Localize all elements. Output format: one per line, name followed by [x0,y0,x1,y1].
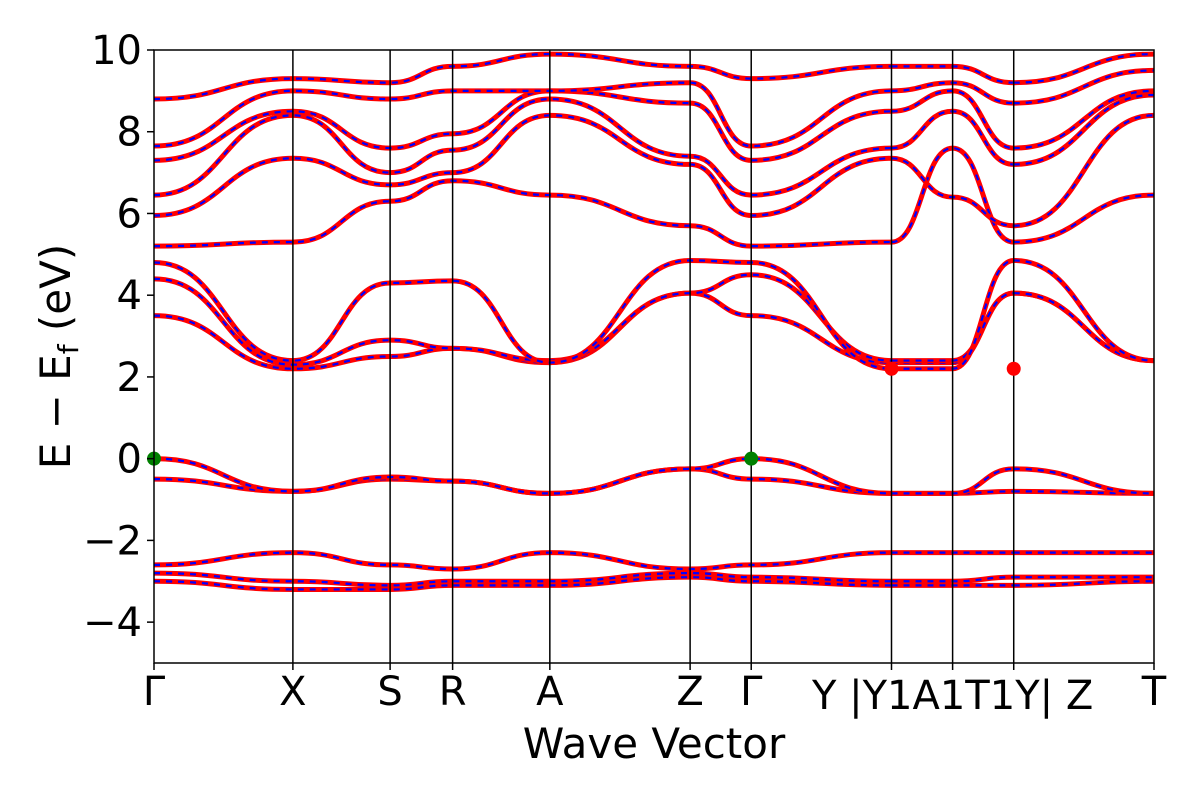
y-axis-label-unit: (eV) [31,244,80,345]
band-7-seg-2-red [1013,257,1154,364]
band-0-seg-2-red [1013,578,1154,588]
y-tick-label-5: 6 [117,191,142,237]
band-6-seg-1-blue [891,292,1014,362]
y-ticks: −4 −2 0 2 4 6 8 10 [83,28,154,646]
x-tick-label-1: X [279,669,306,715]
band-7-seg-2-blue [1013,259,1154,362]
x-tick-label-2: S [377,669,402,715]
y-axis-label-sub: f [52,343,85,354]
marker-2 [884,361,899,376]
band-9-seg-2-red [1013,112,1154,229]
y-tick-label-1: −2 [83,518,142,564]
marker-1 [744,451,759,466]
band-11-seg-2-blue [1013,89,1154,150]
band-11-seg-0-blue [154,89,892,162]
x-tick-label-4: A [536,669,564,715]
band-9-seg-0-blue [154,114,892,217]
x-tick-label-3: R [439,669,467,715]
band-9-seg-0-red [154,112,892,219]
band-8-seg-2-blue [1013,193,1154,244]
x-tick-label-10: T [1141,669,1167,715]
y-tick-label-2: 0 [117,437,142,483]
y-axis-label: E − Ef (eV) [31,244,85,470]
y-tick-label-4: 4 [117,273,142,319]
x-tick-label-0: Γ [143,669,166,715]
x-tick-label-6: Γ [740,669,763,715]
marker-3 [1006,361,1021,376]
y-tick-label-3: 2 [117,355,142,401]
band-10-seg-2-red [1013,92,1154,167]
x-tick-label-overlap: Y |Y1A1T1Y| Z [811,673,1093,719]
x-tick-label-5: Z [676,669,703,715]
y-axis-label-main: E − E [31,354,80,469]
y-tick-label-6: 8 [117,110,142,156]
plot-frame [153,49,1155,664]
band-13-seg-2-blue [1013,52,1154,84]
x-axis-label: Wave Vector [523,719,786,768]
band-4-seg-0-red [154,456,892,496]
band-7-seg-1-blue [891,259,1014,370]
bands-layer [154,51,1154,592]
y-tick-label-0: −4 [83,600,142,646]
band-12-seg-2-blue [1013,69,1154,105]
markers-layer [147,361,1021,466]
kpoint-lines [292,50,1015,663]
x-ticks: Γ X S R A Z Γ TY |Y1A1T1Y| Z [143,663,1167,719]
band-10-seg-0-blue [154,97,892,197]
band-4-seg-2-blue [1013,467,1154,495]
band-8-seg-0-blue [154,179,892,248]
y-tick-label-7: 10 [91,28,142,74]
band-6-seg-2-red [1013,290,1154,364]
band-7-seg-0-red [154,257,892,372]
